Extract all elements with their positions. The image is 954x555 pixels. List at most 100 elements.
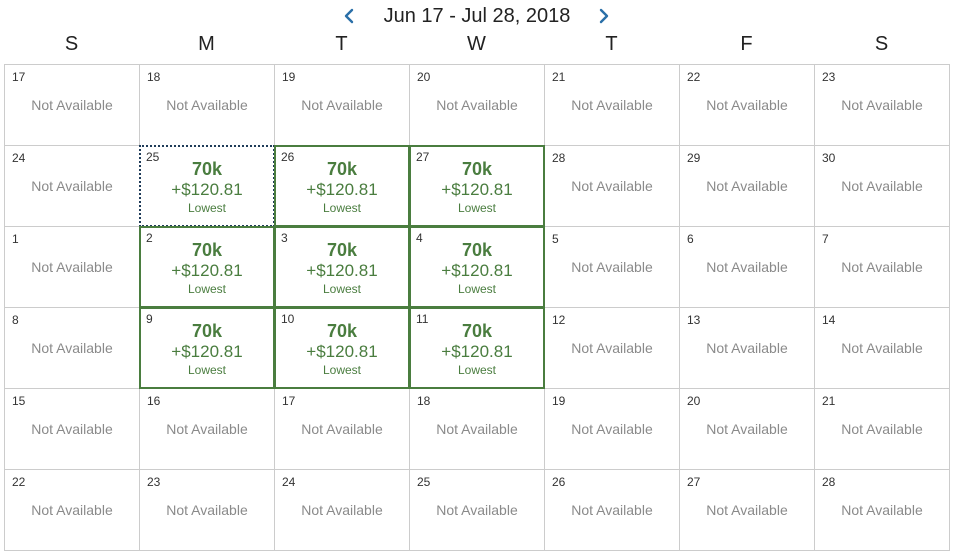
day-number: 19 (552, 394, 566, 408)
calendar-day-cell-available[interactable]: 26 70k +$120.81 Lowest (274, 145, 410, 227)
calendar-day-cell[interactable]: 19 Not Available (545, 389, 680, 470)
award-price: 70k +$120.81 Lowest (141, 239, 273, 297)
availability-status: Not Available (571, 421, 653, 437)
availability-status: Not Available (841, 97, 923, 113)
calendar-day-cell[interactable]: 30 Not Available (815, 146, 950, 227)
availability-status: Not Available (166, 502, 248, 518)
previous-range-button[interactable] (339, 4, 359, 28)
day-number: 24 (12, 151, 26, 165)
calendar-day-cell[interactable]: 14 Not Available (815, 308, 950, 389)
calendar-day-cell[interactable]: 28 Not Available (815, 470, 950, 551)
calendar-day-cell[interactable]: 21 Not Available (815, 389, 950, 470)
chevron-right-icon (599, 8, 609, 24)
calendar-day-cell-available[interactable]: 9 70k +$120.81 Lowest (139, 307, 275, 389)
availability-status: Not Available (31, 259, 113, 275)
calendar-day-cell[interactable]: 15 Not Available (5, 389, 140, 470)
availability-status: Not Available (301, 421, 383, 437)
day-number: 17 (282, 394, 296, 408)
miles-amount: 70k (191, 240, 223, 260)
day-number: 20 (417, 70, 431, 84)
calendar-day-cell-available[interactable]: 27 70k +$120.81 Lowest (409, 145, 545, 227)
chevron-left-icon (344, 8, 354, 24)
availability-status: Not Available (436, 421, 518, 437)
calendar-day-cell-available[interactable]: 4 70k +$120.81 Lowest (409, 226, 545, 308)
calendar-day-cell[interactable]: 20 Not Available (680, 389, 815, 470)
calendar-day-cell-available[interactable]: 2 70k +$120.81 Lowest (139, 226, 275, 308)
day-number: 13 (687, 313, 701, 327)
calendar-day-cell[interactable]: 23 Not Available (815, 65, 950, 146)
availability-status: Not Available (706, 97, 788, 113)
day-number: 18 (147, 70, 161, 84)
calendar-day-cell[interactable]: 24 Not Available (5, 146, 140, 227)
miles-amount: 70k (461, 240, 493, 260)
calendar-day-cell[interactable]: 19 Not Available (275, 65, 410, 146)
day-number: 25 (417, 475, 431, 489)
next-range-button[interactable] (594, 4, 614, 28)
calendar-day-cell[interactable]: 26 Not Available (545, 470, 680, 551)
weekday-friday: F (740, 33, 753, 55)
calendar-grid: 17 Not Available 18 Not Available 19 Not Avai… (4, 64, 950, 551)
day-number: 8 (12, 313, 19, 327)
calendar-day-cell[interactable]: 6 Not Available (680, 227, 815, 308)
calendar-day-cell[interactable]: 18 Not Available (140, 65, 275, 146)
calendar-day-cell[interactable]: 18 Not Available (410, 389, 545, 470)
award-price: 70k +$120.81 Lowest (276, 239, 408, 297)
day-number: 20 (687, 394, 701, 408)
day-number: 27 (416, 150, 430, 164)
taxes-fees: +$120.81 (441, 180, 513, 199)
fare-tag: Lowest (457, 282, 497, 296)
calendar-day-cell[interactable]: 24 Not Available (275, 470, 410, 551)
taxes-fees: +$120.81 (441, 342, 513, 361)
availability-status: Not Available (841, 421, 923, 437)
calendar-day-cell[interactable]: 21 Not Available (545, 65, 680, 146)
miles-amount: 70k (326, 321, 358, 341)
calendar-day-cell[interactable]: 8 Not Available (5, 308, 140, 389)
availability-status: Not Available (571, 178, 653, 194)
calendar-day-cell[interactable]: 28 Not Available (545, 146, 680, 227)
award-price: 70k +$120.81 Lowest (411, 158, 543, 216)
taxes-fees: +$120.81 (306, 180, 378, 199)
weekday-saturday: S (874, 33, 889, 55)
availability-status: Not Available (706, 502, 788, 518)
day-number: 15 (12, 394, 26, 408)
calendar-day-cell-available[interactable]: 25 70k +$120.81 Lowest (139, 145, 275, 227)
award-price: 70k +$120.81 Lowest (411, 239, 543, 297)
day-number: 14 (822, 313, 836, 327)
availability-status: Not Available (436, 97, 518, 113)
availability-status: Not Available (571, 259, 653, 275)
calendar-day-cell[interactable]: 12 Not Available (545, 308, 680, 389)
fare-tag: Lowest (457, 201, 497, 215)
calendar-day-cell[interactable]: 27 Not Available (680, 470, 815, 551)
calendar-day-cell[interactable]: 22 Not Available (680, 65, 815, 146)
availability-status: Not Available (706, 340, 788, 356)
calendar-day-cell-available[interactable]: 10 70k +$120.81 Lowest (274, 307, 410, 389)
calendar-day-cell[interactable]: 13 Not Available (680, 308, 815, 389)
availability-status: Not Available (841, 259, 923, 275)
calendar-day-cell[interactable]: 25 Not Available (410, 470, 545, 551)
day-number: 30 (822, 151, 836, 165)
calendar-day-cell[interactable]: 22 Not Available (5, 470, 140, 551)
day-number: 19 (282, 70, 296, 84)
day-number: 29 (687, 151, 701, 165)
taxes-fees: +$120.81 (171, 342, 243, 361)
award-price: 70k +$120.81 Lowest (141, 158, 273, 216)
calendar-day-cell[interactable]: 20 Not Available (410, 65, 545, 146)
calendar-day-cell[interactable]: 7 Not Available (815, 227, 950, 308)
availability-status: Not Available (706, 178, 788, 194)
day-number: 16 (147, 394, 161, 408)
calendar-day-cell[interactable]: 5 Not Available (545, 227, 680, 308)
calendar-day-cell[interactable]: 1 Not Available (5, 227, 140, 308)
calendar-day-cell[interactable]: 17 Not Available (5, 65, 140, 146)
availability-status: Not Available (31, 97, 113, 113)
calendar-day-cell[interactable]: 29 Not Available (680, 146, 815, 227)
calendar-day-cell[interactable]: 23 Not Available (140, 470, 275, 551)
calendar-day-cell-available[interactable]: 11 70k +$120.81 Lowest (409, 307, 545, 389)
availability-status: Not Available (706, 421, 788, 437)
day-number: 2 (146, 231, 153, 245)
calendar-day-cell[interactable]: 17 Not Available (275, 389, 410, 470)
day-number: 1 (12, 232, 19, 246)
calendar-day-cell-available[interactable]: 3 70k +$120.81 Lowest (274, 226, 410, 308)
availability-status: Not Available (436, 502, 518, 518)
fare-tag: Lowest (187, 282, 227, 296)
calendar-day-cell[interactable]: 16 Not Available (140, 389, 275, 470)
